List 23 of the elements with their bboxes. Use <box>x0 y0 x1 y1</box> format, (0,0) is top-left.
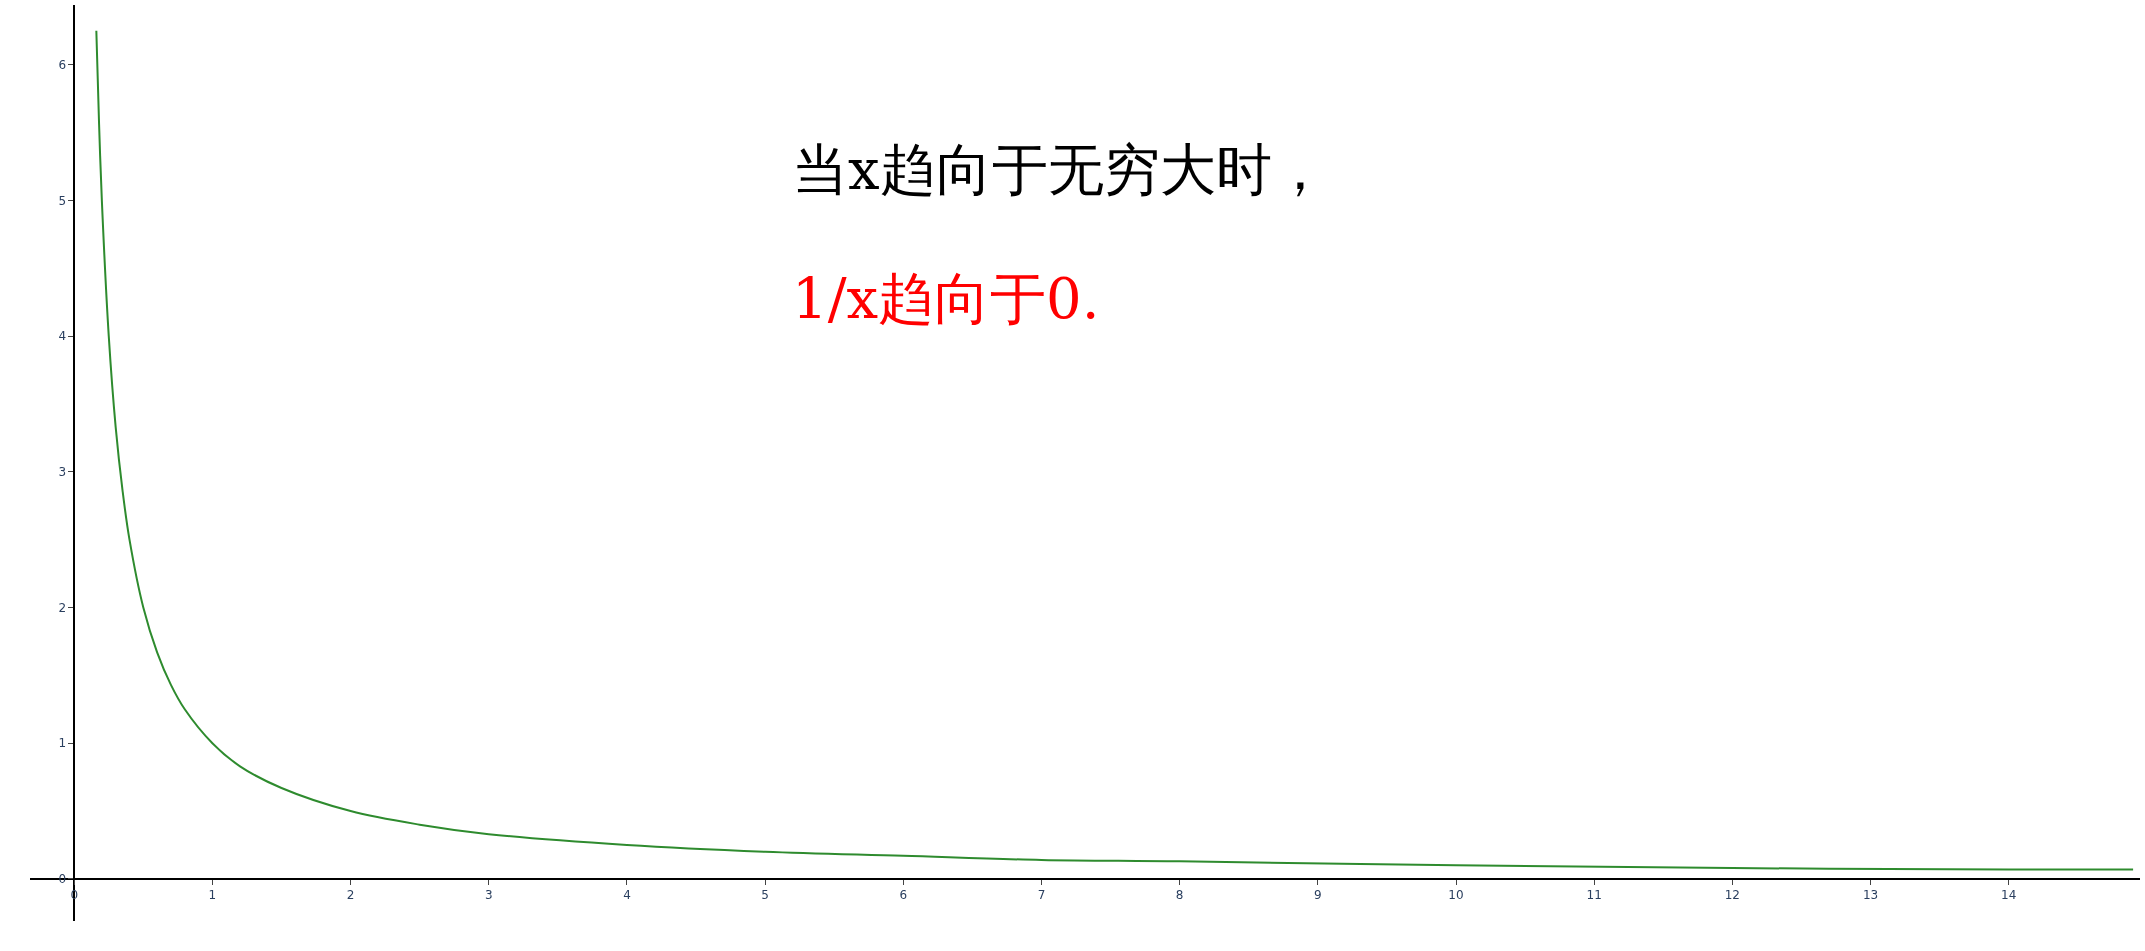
x-tick-label: 1 <box>208 888 217 903</box>
x-tick-label: 2 <box>346 888 355 903</box>
x-tick-label: 4 <box>623 888 631 903</box>
y-tick-label: 6 <box>58 57 67 72</box>
annotation: 当x趋向于无穷大时， <box>792 137 1328 202</box>
x-tick-label: 6 <box>899 888 908 903</box>
y-tick-label: 2 <box>58 600 67 615</box>
x-tick-label: 14 <box>2001 888 2017 903</box>
y-tick-label: 3 <box>58 465 67 480</box>
annotation: 1/x趋向于0. <box>792 266 1100 331</box>
x-tick-label: 9 <box>1314 888 1322 903</box>
x-tick-label: 13 <box>1862 888 1879 903</box>
x-tick-label: 11 <box>1586 888 1602 903</box>
x-tick-label: 10 <box>1448 888 1464 903</box>
x-tick-label: 7 <box>1037 888 1046 903</box>
y-tick-label: 1 <box>58 736 67 751</box>
y-tick-label: 4 <box>58 329 67 344</box>
y-tick-label: 5 <box>58 193 67 208</box>
line-series <box>95 29 2135 871</box>
x-tick-label: 12 <box>1724 888 1741 903</box>
x-tick-label: 3 <box>484 888 493 903</box>
x-tick-label: 5 <box>761 888 769 903</box>
x-tick-label: 8 <box>1175 888 1184 903</box>
